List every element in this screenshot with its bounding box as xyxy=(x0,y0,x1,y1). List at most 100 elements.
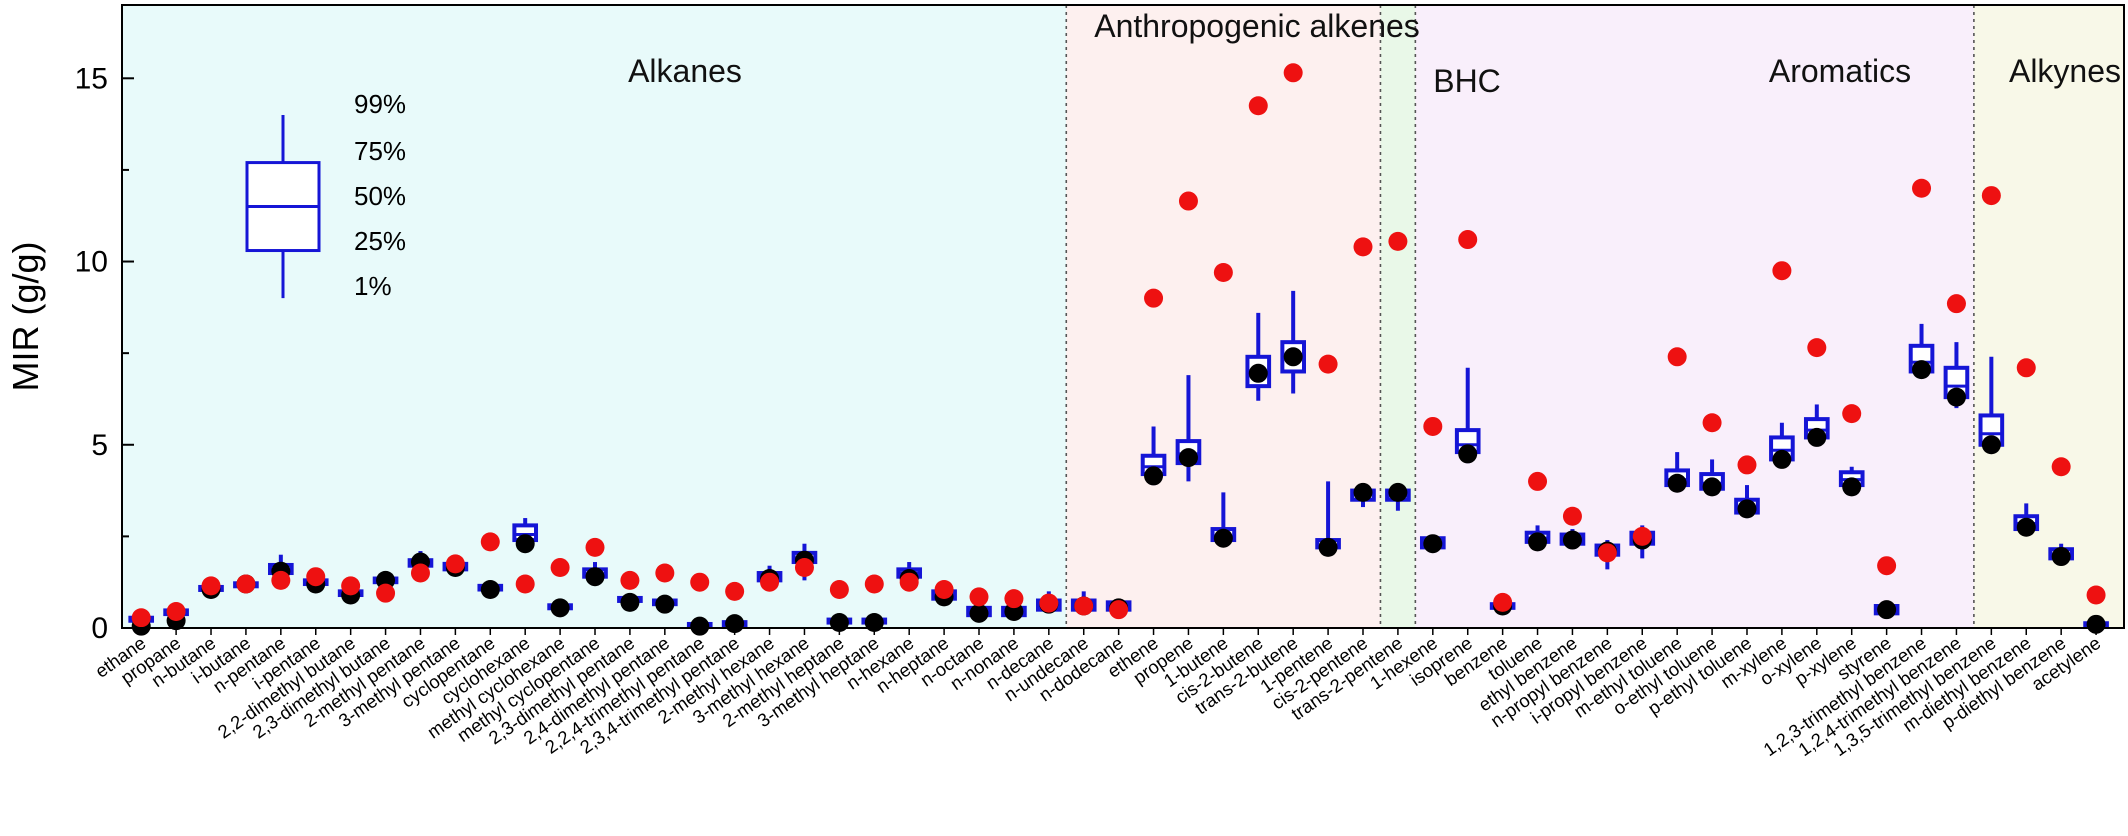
mir-point xyxy=(1423,416,1443,436)
mean-point xyxy=(1353,482,1373,502)
mean-point xyxy=(550,598,570,618)
mean-point xyxy=(2016,517,2036,537)
mir-point xyxy=(1562,506,1582,526)
group-background-2 xyxy=(1380,5,1416,628)
mean-point xyxy=(1248,363,1268,383)
mir-point xyxy=(794,558,814,578)
mir-point xyxy=(201,576,221,596)
mir-point xyxy=(1528,471,1548,491)
mir-point xyxy=(410,563,430,583)
mean-point xyxy=(1213,528,1233,548)
mir-point xyxy=(1144,288,1164,308)
legend: 99% 75% 50% 25% 1% xyxy=(245,89,406,301)
mean-point xyxy=(1737,499,1757,519)
mir-point xyxy=(1353,237,1373,257)
mir-point xyxy=(1946,294,1966,314)
mir-point xyxy=(1318,354,1338,374)
x-tick-labels: ethanepropanen-butanei-butanen-pentanei-… xyxy=(91,628,2104,760)
mean-point xyxy=(1423,534,1443,554)
group-background-0 xyxy=(122,5,1067,628)
mir-point xyxy=(131,608,151,628)
mir-point xyxy=(550,558,570,578)
mir-point xyxy=(1213,263,1233,283)
mean-point xyxy=(585,567,605,587)
mir-point xyxy=(480,532,500,552)
y-axis-ticks: 0 5 10 15 xyxy=(75,62,134,645)
mir-point xyxy=(1178,191,1198,211)
group-label-3: Aromatics xyxy=(1769,53,1911,89)
mean-point xyxy=(480,580,500,600)
mir-point xyxy=(829,580,849,600)
mean-point xyxy=(2086,614,2106,634)
mir-point xyxy=(2051,457,2071,477)
mir-point xyxy=(1039,593,1059,613)
point-series xyxy=(131,63,2106,636)
group-label-2: BHC xyxy=(1433,63,1501,99)
legend-label-3: 25% xyxy=(354,226,406,256)
mir-point xyxy=(690,572,710,592)
mir-point xyxy=(1632,526,1652,546)
y-tick-label: 0 xyxy=(91,612,108,645)
mean-point xyxy=(690,616,710,636)
mir-point xyxy=(655,563,675,583)
mir-point xyxy=(166,602,186,622)
plot-frame xyxy=(121,4,2125,629)
group-label-4: Alkynes xyxy=(2009,53,2121,89)
mir-point xyxy=(271,570,291,590)
mean-point xyxy=(1283,347,1303,367)
mir-point xyxy=(1702,413,1722,433)
mir-point xyxy=(1493,592,1513,612)
mean-point xyxy=(655,594,675,614)
legend-label-1: 75% xyxy=(354,136,406,166)
legend-label-2: 50% xyxy=(354,181,406,211)
mir-point xyxy=(1074,596,1094,616)
mean-point xyxy=(1318,537,1338,557)
y-axis-label: MIR (g/g) xyxy=(5,241,46,391)
mir-point xyxy=(1981,186,2001,206)
group-labels: Alkanes Anthropogenic alkenes BHC Aromatics… xyxy=(628,8,2121,99)
mir-point xyxy=(1667,347,1687,367)
mir-point xyxy=(760,572,780,592)
mir-point xyxy=(515,574,535,594)
mean-point xyxy=(1388,482,1408,502)
y-tick-label: 15 xyxy=(75,62,108,95)
mir-point xyxy=(620,570,640,590)
mean-point xyxy=(1178,448,1198,468)
mir-point xyxy=(899,572,919,592)
mir-point xyxy=(376,583,396,603)
mean-point xyxy=(969,603,989,623)
mean-point xyxy=(620,592,640,612)
mir-point xyxy=(969,587,989,607)
legend-label-4: 1% xyxy=(354,271,392,301)
mir-point xyxy=(1807,338,1827,358)
mir-point xyxy=(341,576,361,596)
group-label-1: Anthropogenic alkenes xyxy=(1094,8,1420,44)
mean-point xyxy=(1912,360,1932,380)
mir-point xyxy=(306,567,326,587)
mir-point xyxy=(1109,600,1129,620)
mir-point xyxy=(1877,556,1897,576)
mean-point xyxy=(2051,547,2071,567)
mir-point xyxy=(1842,404,1862,424)
mir-point xyxy=(2016,358,2036,378)
group-background-3 xyxy=(1415,5,1974,628)
mean-point xyxy=(1946,387,1966,407)
mean-point xyxy=(1772,449,1792,469)
legend-label-0: 99% xyxy=(354,89,406,119)
mir-point xyxy=(864,574,884,594)
mir-point xyxy=(1283,63,1303,83)
mir-point xyxy=(1248,96,1268,116)
mean-point xyxy=(1458,444,1478,464)
mir-point xyxy=(725,581,745,601)
mean-point xyxy=(1877,600,1897,620)
mean-point xyxy=(1702,477,1722,497)
y-tick-label: 5 xyxy=(91,429,108,462)
mir-point xyxy=(934,580,954,600)
mean-point xyxy=(1144,466,1164,486)
mir-point xyxy=(445,554,465,574)
mir-point xyxy=(1004,589,1024,609)
mir-point xyxy=(2086,585,2106,605)
mean-point xyxy=(1562,530,1582,550)
group-backgrounds xyxy=(122,5,2124,628)
